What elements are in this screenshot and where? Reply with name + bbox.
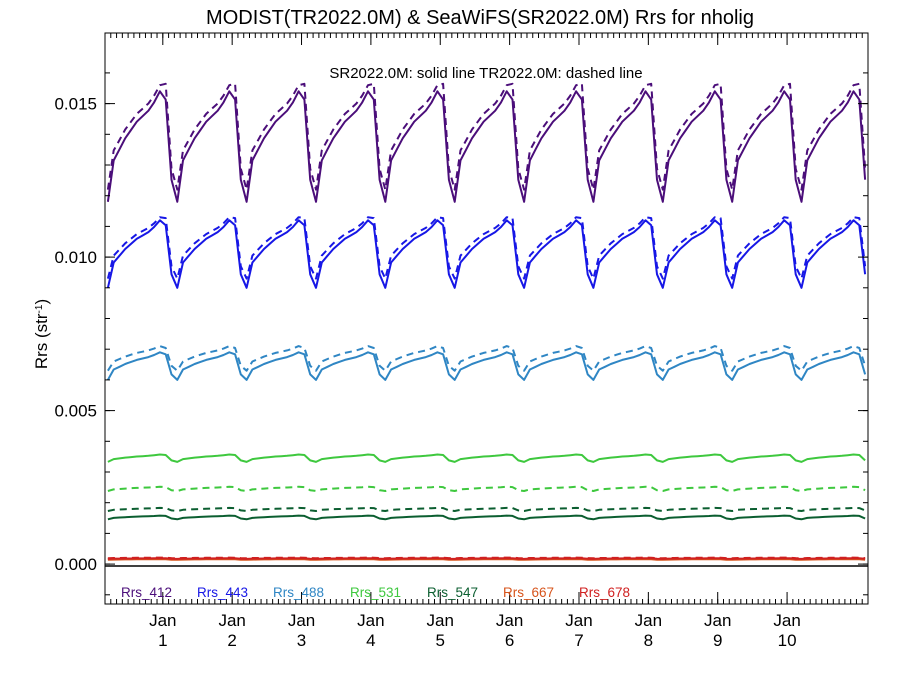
legend-rrs-667: Rrs_667 [503, 585, 554, 600]
legend-rrs-488: Rrs_488 [273, 585, 324, 600]
y-tick-label: 0.015 [54, 95, 97, 114]
rrs-443-solid-line [106, 219, 867, 289]
x-tick-label-month: Jan [288, 611, 315, 630]
plot-lines [106, 82, 867, 561]
y-axis-label: Rrs (str-1) [32, 299, 51, 369]
x-tick-label-month: Jan [773, 611, 800, 630]
y-axis-label-superscript: -1 [34, 304, 45, 313]
series-legend: Rrs_412 Rrs_443 Rrs_488 Rrs_531 Rrs_547 Rrs_6… [121, 585, 630, 600]
x-tick-label-month: Jan [496, 611, 523, 630]
chart-title: MODIST(TR2022.0M) & SeaWiFS(SR2022.0M) R… [206, 7, 754, 29]
x-tick-label-year: 2 [227, 631, 236, 650]
x-tick-label-month: Jan [635, 611, 662, 630]
legend-rrs-412: Rrs_412 [121, 585, 172, 600]
x-tick-label-year: 8 [644, 631, 653, 650]
x-tick-label-month: Jan [704, 611, 731, 630]
x-tick-label-month: Jan [565, 611, 592, 630]
line-style-annotation: SR2022.0M: solid line TR2022.0M: dashed … [329, 65, 642, 82]
rrs-488-dashed-line [107, 345, 867, 372]
rrs-678-dashed-line [107, 556, 866, 560]
rrs-412-solid-line [106, 90, 867, 203]
x-tick-label-year: 3 [297, 631, 306, 650]
x-tick-label-month: Jan [218, 611, 245, 630]
rrs-443-dashed-line [106, 216, 867, 280]
x-tick-label-year: 6 [505, 631, 514, 650]
legend-rrs-678: Rrs_678 [579, 585, 630, 600]
y-tick-label: 0.010 [54, 248, 97, 267]
legend-rrs-531: Rrs_531 [350, 585, 401, 600]
rrs-547-solid-line [107, 514, 866, 521]
rrs-412-dashed-line [106, 82, 867, 191]
axis-ticks: 0.0000.0050.0100.015Jan1Jan2Jan3Jan4Jan5… [54, 33, 868, 650]
legend-rrs-547: Rrs_547 [427, 585, 478, 600]
rrs-531-solid-line [107, 453, 866, 463]
x-tick-label-year: 5 [436, 631, 445, 650]
rrs-488-solid-line [107, 351, 867, 381]
x-tick-label-month: Jan [427, 611, 454, 630]
x-tick-label-month: Jan [149, 611, 176, 630]
x-tick-label-year: 9 [713, 631, 722, 650]
x-tick-label-year: 4 [366, 631, 375, 650]
x-tick-label-month: Jan [357, 611, 384, 630]
legend-rrs-443: Rrs_443 [197, 585, 248, 600]
x-tick-label-year: 10 [778, 631, 797, 650]
x-tick-label-year: 7 [574, 631, 583, 650]
rrs-547-dashed-line [107, 506, 866, 512]
y-tick-label: 0.005 [54, 402, 97, 421]
y-axis-label-main: Rrs (str [32, 313, 51, 369]
y-tick-label: 0.000 [54, 555, 97, 574]
x-tick-label-year: 1 [158, 631, 167, 650]
rrs-531-dashed-line [107, 485, 866, 492]
y-axis-label-close: ) [32, 299, 51, 305]
